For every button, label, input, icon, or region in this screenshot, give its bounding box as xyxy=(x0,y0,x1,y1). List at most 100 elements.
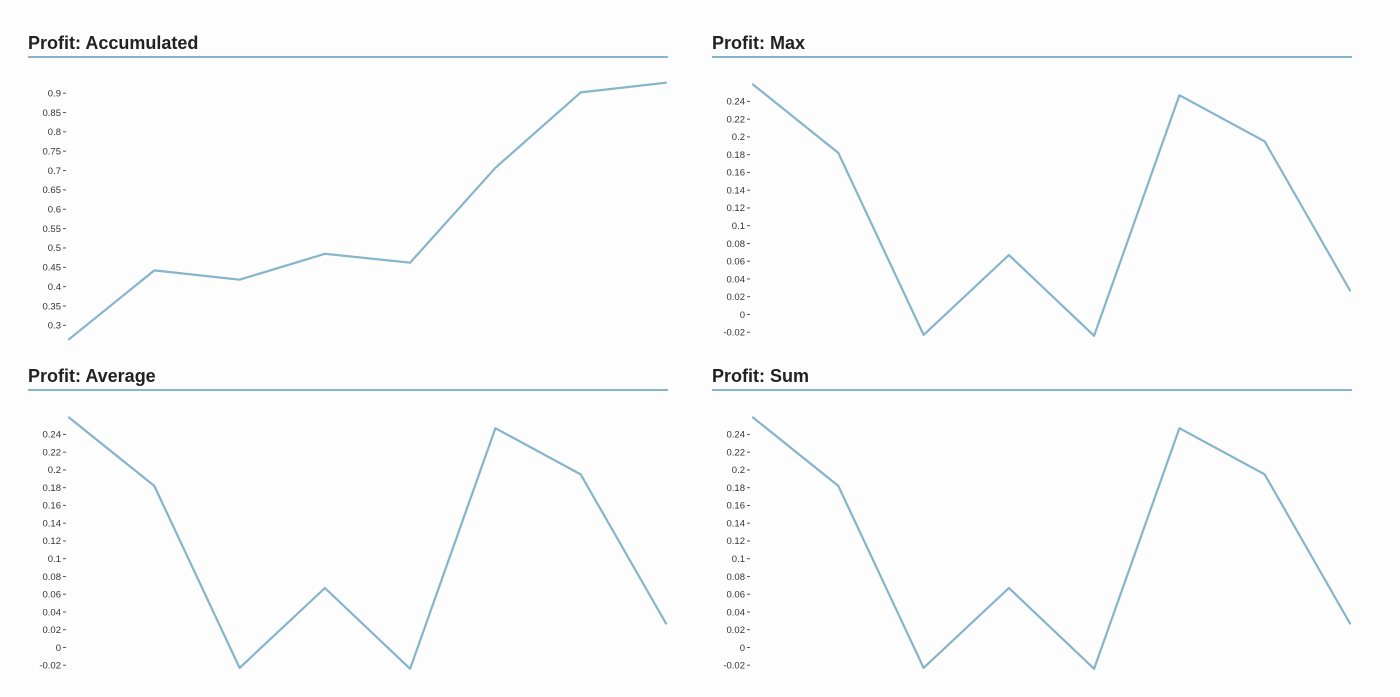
chart-panel-average: Profit: Average -0.02 0 0.02 0.04 0.06 0.08 0.… xyxy=(0,333,672,672)
y-tick-label: -0.02 xyxy=(723,661,745,672)
line-chart: 0.3 0.35 0.4 0.45 0.5 0.55 0.6 0.65 0.7 0.75 0.8 0.… xyxy=(28,56,669,341)
y-tick-label: 0.08 xyxy=(727,572,746,583)
chart-panel-max: Profit: Max -0.02 0 0.02 0.04 0.06 0.08 0.1 0.1… xyxy=(684,0,1356,339)
line-chart: -0.02 0 0.02 0.04 0.06 0.08 0.1 0.12 0.14 0.16 0.1… xyxy=(28,389,669,672)
series-line xyxy=(67,416,668,670)
y-tick-label: 0.85 xyxy=(43,108,62,119)
chart-title: Profit: Accumulated xyxy=(28,33,199,53)
y-tick-label: 0.2 xyxy=(732,132,745,143)
data-point xyxy=(408,666,413,671)
y-tick-label: 0.12 xyxy=(727,203,746,214)
line-chart: -0.02 0 0.02 0.04 0.06 0.08 0.1 0.12 0.14 0.16 0.1… xyxy=(712,56,1353,339)
data-point xyxy=(836,150,841,155)
y-tick-label: 0.24 xyxy=(727,97,746,108)
y-tick-label: 0 xyxy=(740,310,745,321)
y-tick-label: 0.6 xyxy=(48,205,61,216)
data-point xyxy=(322,251,327,256)
y-tick-label: 0.75 xyxy=(43,146,62,157)
y-tick-label: 0.08 xyxy=(727,239,746,250)
y-tick-label: 0.22 xyxy=(727,447,746,458)
y-tick-label: 0.02 xyxy=(727,292,746,303)
data-point xyxy=(751,415,756,420)
y-tick-label: -0.02 xyxy=(39,661,61,672)
y-tick-label: 0.22 xyxy=(727,114,746,125)
data-point xyxy=(1262,472,1267,477)
data-point xyxy=(664,621,669,626)
data-point xyxy=(1262,139,1267,144)
y-tick-label: 0.1 xyxy=(732,554,745,565)
y-tick-label: 0.18 xyxy=(727,483,746,494)
y-tick-label: 0.1 xyxy=(48,554,61,565)
y-tick-label: 0.06 xyxy=(727,257,746,268)
y-tick-label: 0.22 xyxy=(43,447,62,458)
data-point xyxy=(408,260,413,265)
y-tick-label: 0.18 xyxy=(43,483,62,494)
y-tick-label: 0.55 xyxy=(43,224,62,235)
data-point xyxy=(578,90,583,95)
data-point xyxy=(1348,288,1353,293)
data-point xyxy=(1177,93,1182,98)
y-tick-label: 0.02 xyxy=(727,625,746,636)
y-tick-label: 0.02 xyxy=(43,625,62,636)
y-tick-label: 0.06 xyxy=(727,590,746,601)
y-tick-label: 0.3 xyxy=(48,321,61,332)
data-point xyxy=(578,472,583,477)
y-tick-label: 0.04 xyxy=(727,274,746,285)
y-tick-label: 0.8 xyxy=(48,127,61,138)
y-tick-label: 0.24 xyxy=(727,430,746,441)
data-point xyxy=(67,415,72,420)
data-point xyxy=(237,665,242,670)
data-point xyxy=(152,268,157,273)
data-point xyxy=(1006,252,1011,257)
y-tick-label: 0.16 xyxy=(727,168,746,179)
y-tick-label: 0.14 xyxy=(43,518,62,529)
y-tick-label: 0.35 xyxy=(43,301,62,312)
y-tick-label: 0.12 xyxy=(43,536,62,547)
data-point xyxy=(751,82,756,87)
data-point xyxy=(152,483,157,488)
y-tick-label: 0.08 xyxy=(43,572,62,583)
chart-title: Profit: Sum xyxy=(712,366,809,386)
y-tick-label: 0 xyxy=(740,643,745,654)
y-tick-label: 0.16 xyxy=(43,501,62,512)
y-tick-label: 0.04 xyxy=(43,607,62,618)
data-point xyxy=(1348,621,1353,626)
y-tick-label: 0.14 xyxy=(727,518,746,529)
chart-panel-accumulated: Profit: Accumulated 0.3 0.35 0.4 0.45 0.5 0.5… xyxy=(0,0,672,341)
y-tick-label: 0.4 xyxy=(48,282,61,293)
y-tick-label: 0.45 xyxy=(43,263,62,274)
y-tick-label: 0.2 xyxy=(732,465,745,476)
chart-title: Profit: Average xyxy=(28,366,156,386)
chart-panel-sum: Profit: Sum -0.02 0 0.02 0.04 0.06 0.08 0.1 0.1… xyxy=(684,333,1356,672)
y-tick-label: 0.7 xyxy=(48,166,61,177)
data-point xyxy=(322,585,327,590)
data-point xyxy=(1092,666,1097,671)
y-tick-label: -0.02 xyxy=(723,328,745,339)
y-tick-label: 0.18 xyxy=(727,150,746,161)
y-tick-label: 0.1 xyxy=(732,221,745,232)
data-point xyxy=(237,277,242,282)
y-tick-label: 0.14 xyxy=(727,185,746,196)
data-point xyxy=(493,426,498,431)
data-point xyxy=(493,165,498,170)
y-tick-label: 0.12 xyxy=(727,536,746,547)
series-line xyxy=(751,83,1352,337)
y-tick-label: 0.06 xyxy=(43,590,62,601)
y-tick-label: 0 xyxy=(56,643,61,654)
line-chart: -0.02 0 0.02 0.04 0.06 0.08 0.1 0.12 0.14 0.16 0.1… xyxy=(712,389,1353,672)
data-point xyxy=(1006,585,1011,590)
data-point xyxy=(664,80,669,85)
series-line xyxy=(751,416,1352,670)
y-tick-label: 0.24 xyxy=(43,430,62,441)
data-point xyxy=(836,483,841,488)
series-line xyxy=(67,81,668,341)
y-tick-label: 0.2 xyxy=(48,465,61,476)
chart-title: Profit: Max xyxy=(712,33,806,53)
data-point xyxy=(1177,426,1182,431)
y-tick-label: 0.16 xyxy=(727,501,746,512)
y-tick-label: 0.65 xyxy=(43,185,62,196)
y-tick-label: 0.04 xyxy=(727,607,746,618)
y-tick-label: 0.9 xyxy=(48,88,61,99)
y-tick-label: 0.5 xyxy=(48,243,61,254)
data-point xyxy=(921,665,926,670)
